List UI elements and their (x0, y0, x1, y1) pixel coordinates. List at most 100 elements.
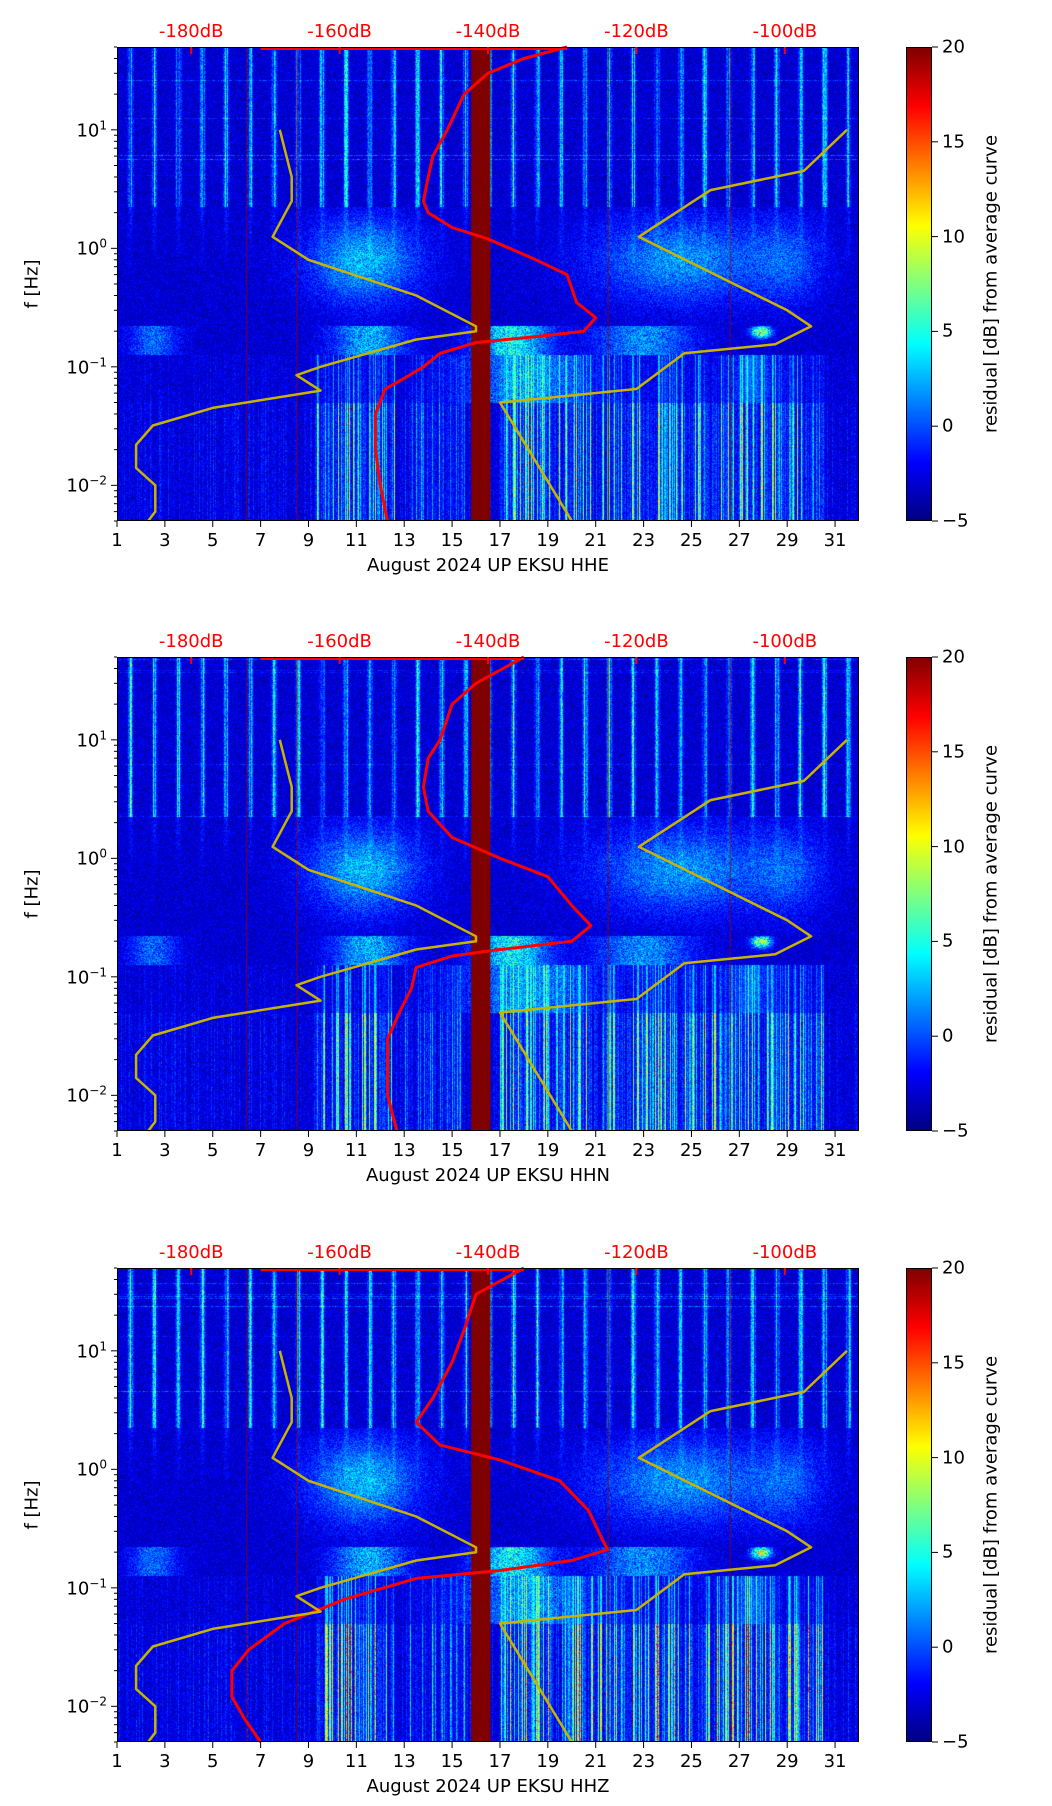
y-axis-label: f [Hz] (21, 259, 43, 309)
colorbar-tick-label: 10 (942, 1447, 965, 1469)
x-tick-label: 23 (632, 1751, 656, 1772)
panel-hhn: 1 3 5 7 9 11 13 15 17 19 21 23 25 27 29 31 10−2 10−1 100 10… (0, 631, 1052, 1257)
x-tick-label: 25 (679, 1140, 703, 1161)
x-tick-label: 5 (207, 1751, 219, 1772)
top-db-label: -180dB (158, 21, 224, 42)
top-db-label: -160dB (307, 21, 372, 42)
y-axis-label: f [Hz] (21, 869, 43, 919)
median-psd-curve (386, 655, 593, 1132)
y-tick-base: 10 (66, 1085, 90, 1107)
x-tick-label: 3 (159, 1140, 171, 1161)
x-tick-label: 27 (727, 1751, 751, 1772)
median-psd-curve (374, 45, 598, 522)
colorbar-label: residual [dB] from average curve (980, 134, 1002, 434)
y-tick-base: 10 (66, 475, 90, 497)
colorbar-label: residual [dB] from average curve (980, 1355, 1002, 1655)
y-tick-base: 10 (66, 967, 90, 989)
y-tick-label: 10−1 (66, 965, 107, 988)
high-noise-model-curve (498, 738, 848, 1132)
top-db-label: -100dB (752, 21, 818, 42)
y-tick-base: 10 (76, 848, 100, 870)
y-tick-exponent: 1 (99, 118, 107, 133)
x-tick-label: 31 (823, 530, 847, 551)
x-tick-label: 29 (775, 1140, 799, 1161)
top-db-label: -180dB (158, 631, 224, 652)
x-tick-label: 29 (775, 530, 799, 551)
colorbar-tick-label: 15 (942, 1352, 965, 1374)
x-tick-label: 23 (632, 1140, 656, 1161)
y-tick-exponent: −1 (89, 355, 107, 370)
x-tick-label: 5 (207, 1140, 219, 1161)
x-tick-label: 19 (536, 1751, 560, 1772)
top-db-label: -140dB (455, 631, 521, 652)
y-tick-base: 10 (76, 238, 100, 260)
y-tick-base: 10 (76, 120, 100, 142)
colorbar-tick-label: 20 (942, 1257, 965, 1279)
colorbar (906, 47, 932, 521)
y-tick-exponent: −2 (89, 1083, 107, 1098)
top-db-label: -140dB (455, 21, 521, 42)
y-tick-exponent: 0 (99, 846, 107, 861)
y-tick-label: 101 (76, 118, 107, 141)
top-db-label: -100dB (752, 1242, 818, 1263)
x-axis-label: August 2024 UP EKSU HHE (367, 555, 609, 576)
x-tick-label: 19 (536, 530, 560, 551)
y-tick-label: 10−2 (66, 1084, 107, 1107)
x-tick-label: 17 (488, 1751, 512, 1772)
x-tick-label: 11 (344, 530, 368, 551)
y-tick-exponent: −1 (89, 965, 107, 980)
x-tick-label: 15 (440, 1140, 464, 1161)
x-tick-label: 7 (254, 1140, 267, 1161)
y-tick-exponent: 1 (99, 1339, 107, 1354)
x-tick-label: 25 (679, 530, 703, 551)
panel-hhe: 1 3 5 7 9 11 13 15 17 19 21 23 25 27 29 31 10−2 10−1 100 10… (0, 21, 1052, 647)
y-tick-exponent: 1 (99, 728, 107, 743)
y-tick-base: 10 (66, 1578, 90, 1600)
y-tick-label: 101 (76, 1339, 107, 1362)
y-tick-base: 10 (66, 357, 90, 379)
x-tick-label: 19 (536, 1140, 560, 1161)
colorbar-label: residual [dB] from average curve (980, 744, 1002, 1044)
x-tick-label: 21 (584, 530, 608, 551)
x-tick-label: 27 (727, 530, 751, 551)
colorbar-frame (906, 657, 932, 1131)
colorbar-tick-label: 0 (942, 1636, 954, 1658)
colorbar-frame (906, 47, 932, 521)
x-tick-label: 25 (679, 1751, 703, 1772)
x-tick-label: 11 (344, 1751, 368, 1772)
y-tick-label: 10−1 (66, 355, 107, 378)
x-tick-label: 3 (159, 530, 171, 551)
y-tick-label: 10−2 (66, 1695, 107, 1718)
y-tick-exponent: −1 (89, 1576, 107, 1591)
y-tick-label: 10−2 (66, 474, 107, 497)
low-noise-model-curve (134, 1350, 478, 1743)
x-tick-label: 13 (392, 1751, 416, 1772)
colorbar-tick-label: 10 (942, 836, 965, 858)
y-tick-exponent: −2 (89, 1694, 107, 1709)
colorbar-tick-label: 20 (942, 36, 965, 58)
x-tick-label: 21 (584, 1140, 608, 1161)
x-axis-label: August 2024 UP EKSU HHN (365, 1165, 611, 1186)
colorbar-tick-label: 20 (942, 646, 965, 668)
colorbar-tick-label: −5 (942, 510, 969, 532)
x-tick-label: 1 (111, 530, 123, 551)
x-tick-label: 13 (392, 1140, 416, 1161)
top-db-label: -160dB (307, 1242, 372, 1263)
x-tick-label: 23 (632, 530, 656, 551)
x-tick-label: 9 (302, 530, 315, 551)
axis-ticks (111, 46, 938, 527)
low-noise-model-curve (134, 129, 478, 522)
y-tick-label: 100 (76, 847, 107, 870)
x-tick-label: 31 (823, 1751, 847, 1772)
y-tick-exponent: 0 (99, 236, 107, 251)
top-db-label: -140dB (455, 1242, 521, 1263)
colorbar (906, 1268, 932, 1742)
x-tick-label: 3 (159, 1751, 171, 1772)
colorbar-tick-label: 15 (942, 741, 965, 763)
colorbar-tick-label: 5 (942, 930, 954, 952)
colorbar-frame (906, 1268, 932, 1742)
y-tick-base: 10 (76, 1341, 100, 1363)
high-noise-model-curve (498, 128, 848, 522)
x-tick-label: 9 (302, 1140, 315, 1161)
x-tick-label: 7 (254, 1751, 267, 1772)
